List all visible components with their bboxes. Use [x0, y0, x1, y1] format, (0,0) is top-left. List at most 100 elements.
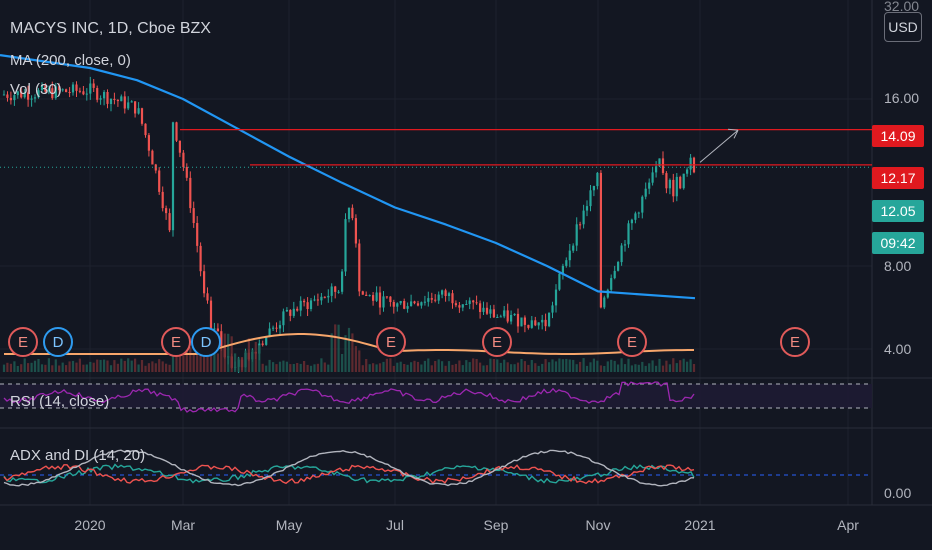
volume-bar [482, 365, 485, 372]
vol-legend[interactable]: Vol (30) [10, 81, 62, 98]
volume-bar [258, 345, 261, 372]
volume-bar [458, 360, 461, 372]
volume-bar [592, 358, 595, 372]
earnings-event-icon[interactable]: E [376, 327, 406, 357]
candle-body [344, 219, 347, 272]
candle-body [575, 224, 578, 246]
candle-body [268, 328, 271, 337]
candle-body [96, 88, 99, 100]
adx-tick-zero: 0.00 [884, 485, 912, 501]
candle-body [30, 98, 33, 100]
candle-body [278, 325, 282, 329]
volume-bar [410, 362, 413, 372]
volume-bar [44, 364, 47, 372]
volume-bar [113, 360, 116, 372]
volume-bar [347, 327, 351, 372]
candle-body [399, 301, 402, 304]
candle-body [675, 176, 678, 197]
candle-body [458, 305, 461, 308]
plus-di-line [3, 463, 695, 484]
candle-body [285, 310, 288, 312]
candle-body [423, 301, 426, 303]
candle-body [334, 286, 337, 292]
candle-body [534, 320, 537, 326]
candle-body [537, 322, 540, 326]
candle-body [58, 86, 61, 91]
candle-body [358, 243, 361, 292]
volume-bar [382, 361, 385, 372]
candle-body [161, 191, 164, 209]
volume-bar [413, 360, 416, 372]
volume-bar [330, 333, 333, 372]
earnings-event-icon[interactable]: E [780, 327, 810, 357]
candle-body [686, 169, 689, 174]
volume-bar [427, 358, 430, 372]
volume-bar [527, 364, 530, 372]
volume-bar [134, 358, 137, 372]
dividend-event-icon[interactable]: D [43, 327, 73, 357]
candle-body [620, 245, 623, 263]
volume-bar [71, 360, 75, 372]
volume-bar [648, 363, 651, 372]
volume-bar [575, 364, 578, 372]
volume-bar [558, 358, 561, 372]
candle-body [40, 85, 44, 91]
candle-body [134, 101, 137, 114]
volume-bar [116, 363, 119, 372]
volume-bar [689, 359, 692, 372]
volume-bar [627, 358, 630, 372]
volume-bar [423, 360, 426, 372]
candle-body [430, 298, 433, 300]
candle-body [603, 297, 606, 308]
earnings-event-icon[interactable]: E [617, 327, 647, 357]
volume-bar [123, 360, 126, 372]
candle-body [20, 91, 23, 98]
volume-bar [420, 364, 423, 372]
volume-bar [20, 364, 23, 372]
volume-bar [103, 359, 106, 372]
rsi-line [3, 381, 695, 413]
minus-di-line [3, 464, 695, 485]
earnings-event-icon[interactable]: E [161, 327, 191, 357]
candle-body [82, 91, 85, 95]
volume-bar [185, 344, 188, 372]
candle-body [6, 94, 9, 98]
volume-bar [679, 360, 682, 372]
volume-bar [365, 359, 368, 372]
volume-bar [389, 358, 392, 372]
candle-body [482, 307, 485, 312]
adx-legend[interactable]: ADX and DI (14, 20) [10, 447, 146, 464]
dividend-event-icon[interactable]: D [191, 327, 221, 357]
volume-bar [137, 364, 140, 372]
volume-bar [78, 358, 81, 372]
volume-bar [65, 365, 68, 372]
volume-bar [244, 350, 247, 372]
candle-body [548, 312, 551, 327]
earnings-event-icon[interactable]: E [8, 327, 38, 357]
candle-body [592, 186, 595, 191]
volume-bar [682, 358, 685, 372]
volume-bar [96, 359, 99, 372]
rsi-legend[interactable]: RSI (14, close) [10, 393, 110, 410]
volume-bar [30, 362, 33, 372]
candle-body [303, 300, 306, 303]
earnings-event-icon[interactable]: E [482, 327, 512, 357]
volume-bar [220, 347, 223, 372]
candle-body [85, 93, 88, 95]
candle-body [503, 310, 506, 317]
ma-legend[interactable]: MA (200, close, 0) [10, 52, 131, 69]
volume-bar [199, 344, 202, 372]
volume-bar [275, 364, 278, 372]
currency-button[interactable]: USD [884, 12, 922, 42]
candle-body [613, 270, 616, 279]
candle-body [641, 196, 644, 213]
x-label-2021: 2021 [684, 517, 716, 533]
volume-bar [544, 359, 547, 372]
price-tick-4: 4.00 [884, 341, 912, 357]
candle-body [596, 172, 599, 187]
volume-bar [406, 364, 409, 372]
volume-bar [579, 361, 582, 372]
candle-body [2, 94, 6, 96]
volume-bar [606, 361, 609, 372]
